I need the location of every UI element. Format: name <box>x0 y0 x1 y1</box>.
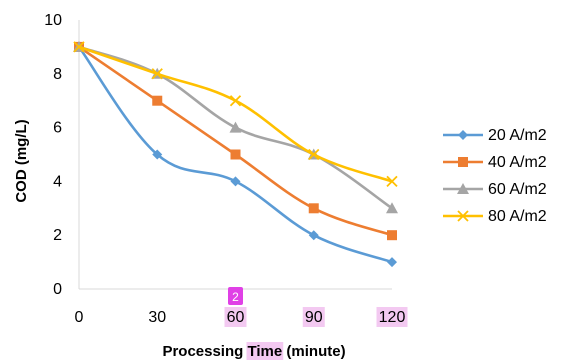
data-point <box>229 95 242 107</box>
y-tick-label: 6 <box>53 120 62 137</box>
data-point <box>308 230 319 241</box>
x-tick-label: 90 <box>305 309 323 326</box>
x-tick-highlight <box>224 307 247 327</box>
y-tick-label: 0 <box>53 281 62 298</box>
annotation-badge-box <box>228 287 243 305</box>
y-tick-labels: 0 2 4 6 8 10 <box>44 12 62 298</box>
y-tick-label: 10 <box>44 12 62 29</box>
data-point <box>386 202 398 214</box>
y-tick-label: 4 <box>53 173 62 190</box>
y-tick-label: 2 <box>53 227 62 244</box>
data-point <box>230 149 241 160</box>
legend-label: 20 A/m2 <box>488 127 547 144</box>
series-3 <box>73 41 398 188</box>
data-point <box>386 175 398 188</box>
legend-label: 80 A/m2 <box>488 208 547 225</box>
data-point <box>152 95 163 106</box>
series-0 <box>74 41 397 268</box>
data-point <box>387 257 397 268</box>
series-1 <box>74 41 397 241</box>
legend-swatch-marker <box>457 183 469 194</box>
series-2 <box>73 40 398 214</box>
x-axis-title-highlight <box>246 342 284 360</box>
data-point <box>387 230 397 241</box>
legend-item: 40 A/m2 <box>443 154 547 171</box>
x-tick-label: 120 <box>379 309 406 326</box>
x-tick-highlight <box>302 307 325 327</box>
x-axis-title: Processing Time (minute) <box>162 343 345 360</box>
legend-item: 60 A/m2 <box>443 181 547 198</box>
legend-swatch-marker <box>458 157 468 167</box>
data-point <box>308 203 319 214</box>
data-point <box>229 121 242 133</box>
legend-swatch-marker <box>458 130 468 140</box>
x-axis-title-part-3: (minute) <box>282 343 345 360</box>
legend-label: 60 A/m2 <box>488 181 547 198</box>
legend-item: 20 A/m2 <box>443 127 547 144</box>
data-point <box>152 149 163 160</box>
data-point <box>308 148 320 161</box>
highlight-layer <box>224 307 408 327</box>
x-tick-labels: 0 30 60 90 120 <box>75 309 406 326</box>
series-line <box>78 45 393 237</box>
y-tick-label: 8 <box>53 66 62 83</box>
legend-label: 40 A/m2 <box>488 154 547 171</box>
legend-swatch-marker <box>457 210 469 222</box>
x-axis-title-group: Processing Time (minute) <box>162 342 346 360</box>
data-point <box>230 176 241 187</box>
x-tick-label: 60 <box>227 309 245 326</box>
legend-item: 80 A/m2 <box>443 208 547 225</box>
x-tick-label: 30 <box>148 309 166 326</box>
x-tick-highlight <box>376 307 408 327</box>
data-point <box>73 41 85 53</box>
x-axis-title-part-2: Time <box>247 343 282 360</box>
x-tick-label: 0 <box>75 309 84 326</box>
x-axis-title-part-1: Processing <box>162 343 247 360</box>
series-line <box>78 45 393 183</box>
data-point <box>151 68 163 80</box>
annotation-badge: 2 <box>228 287 243 305</box>
series-layer <box>73 40 398 268</box>
annotation-badge-label: 2 <box>232 290 239 304</box>
legend: 20 A/m2 40 A/m2 60 A/m2 80 A/m2 <box>443 127 547 225</box>
y-axis-title: COD (mg/L) <box>13 119 30 202</box>
